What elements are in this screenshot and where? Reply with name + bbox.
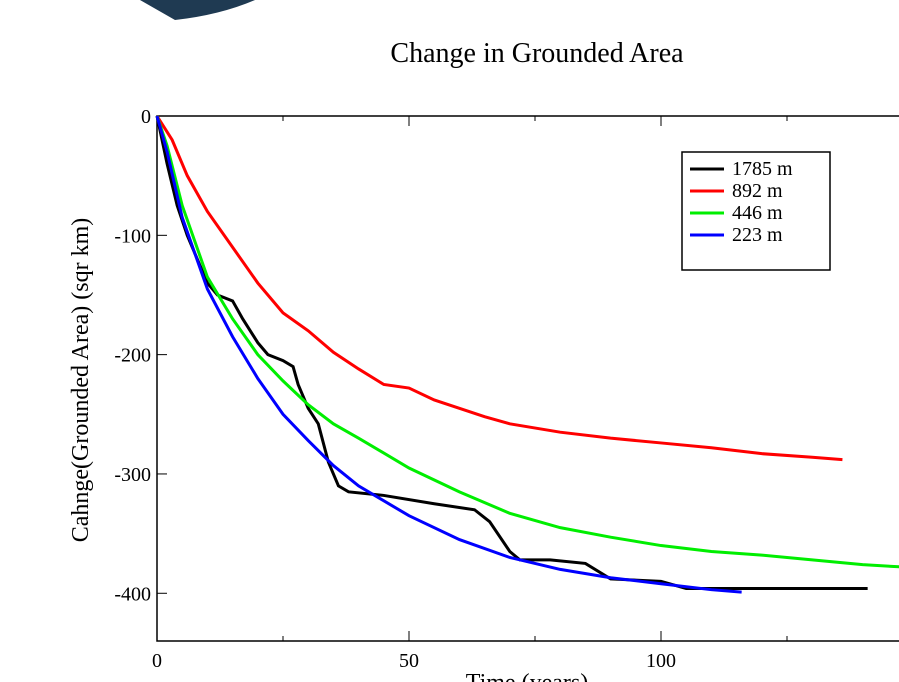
legend-label: 446 m [732,202,783,224]
y-tick-label: 0 [141,106,151,128]
y-tick-label: -400 [114,583,151,605]
y-tick-label: -100 [114,225,151,247]
y-axis-label: Cahnge(Grounded Area) (sqr km) [68,218,94,543]
chart-title: Change in Grounded Area [390,38,684,69]
decoration [140,0,255,20]
y-tick-label: -200 [114,345,151,367]
legend-label: 1785 m [732,158,793,180]
x-tick-label: 100 [646,650,676,672]
legend-label: 223 m [732,224,783,246]
line-series [155,115,899,569]
line-series [155,115,843,462]
x-tick-label: 0 [152,650,162,672]
y-tick-label: -300 [114,464,151,486]
legend-label: 892 m [732,180,783,202]
x-tick-label: 50 [399,650,419,672]
line-series [155,115,742,594]
x-axis-label: Time (years) [466,670,588,682]
line-series [155,115,868,590]
legend-box [681,151,831,271]
